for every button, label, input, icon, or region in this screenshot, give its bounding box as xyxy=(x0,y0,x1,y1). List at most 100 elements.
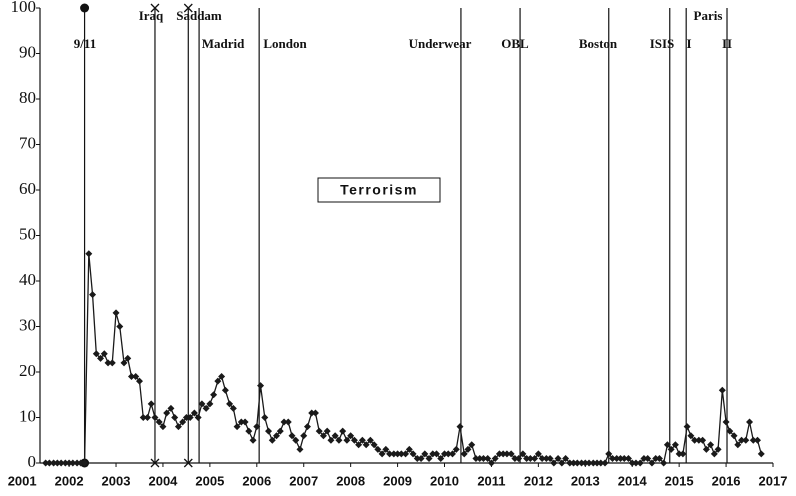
point xyxy=(472,454,480,462)
point xyxy=(531,454,539,462)
point xyxy=(45,459,53,467)
point xyxy=(573,459,581,467)
point xyxy=(538,454,546,462)
point xyxy=(108,359,116,367)
point xyxy=(89,291,97,299)
point xyxy=(648,459,656,467)
point xyxy=(343,436,351,444)
point xyxy=(702,445,710,453)
point xyxy=(179,418,187,426)
point xyxy=(81,459,89,467)
legend-box xyxy=(317,177,441,203)
point xyxy=(742,436,750,444)
point xyxy=(221,386,229,394)
point xyxy=(331,432,339,440)
point xyxy=(691,436,699,444)
point xyxy=(350,436,358,444)
point xyxy=(413,454,421,462)
point xyxy=(65,459,73,467)
y-tick-label: 50 xyxy=(19,224,36,243)
point xyxy=(675,450,683,458)
point xyxy=(444,450,452,458)
point xyxy=(214,377,222,385)
point xyxy=(97,354,105,362)
point xyxy=(284,418,292,426)
point xyxy=(308,409,316,417)
point xyxy=(542,454,550,462)
event-marker xyxy=(183,458,193,468)
x-tick-label: 2005 xyxy=(195,473,224,488)
point xyxy=(128,373,136,381)
point xyxy=(609,454,617,462)
point xyxy=(660,459,668,467)
point xyxy=(699,436,707,444)
point xyxy=(135,377,143,385)
point xyxy=(718,386,726,394)
point xyxy=(155,418,163,426)
point xyxy=(644,454,652,462)
point xyxy=(362,441,370,449)
point xyxy=(327,436,335,444)
point xyxy=(562,454,570,462)
point xyxy=(683,423,691,431)
point xyxy=(265,427,273,435)
point xyxy=(194,414,202,421)
event-label: II xyxy=(722,36,732,51)
point xyxy=(460,450,468,458)
point xyxy=(464,445,472,453)
x-tick-label: 2013 xyxy=(571,473,600,488)
point xyxy=(476,454,484,462)
point xyxy=(226,400,234,408)
y-tick-label: 70 xyxy=(19,133,36,152)
point xyxy=(139,414,147,421)
y-tick-label: 10 xyxy=(19,406,36,425)
point xyxy=(655,454,663,462)
point xyxy=(526,454,534,462)
point xyxy=(288,432,296,440)
point xyxy=(429,450,437,458)
series-line xyxy=(45,253,762,465)
y-tick-label: 60 xyxy=(19,179,36,198)
point xyxy=(292,436,300,444)
point xyxy=(726,427,734,435)
y-tick-label: 0 xyxy=(28,452,37,471)
point xyxy=(632,459,640,467)
point xyxy=(319,432,327,440)
point xyxy=(558,459,566,467)
y-tick-label: 30 xyxy=(19,315,36,334)
point xyxy=(710,450,718,458)
point xyxy=(714,445,722,453)
point xyxy=(636,459,644,467)
point xyxy=(143,414,151,421)
x-tick-label: 2015 xyxy=(665,473,694,488)
point xyxy=(202,404,210,412)
event-marker xyxy=(150,3,160,13)
point xyxy=(186,414,194,421)
point xyxy=(417,454,425,462)
point xyxy=(441,450,449,458)
point xyxy=(487,459,495,467)
point xyxy=(355,441,363,449)
point xyxy=(722,418,730,426)
point xyxy=(601,459,609,467)
event-label: Madrid xyxy=(202,36,245,51)
event-label: Underwear xyxy=(409,36,472,51)
point xyxy=(190,409,198,417)
point xyxy=(409,450,417,458)
point xyxy=(69,459,77,467)
point xyxy=(433,450,441,458)
point xyxy=(570,459,578,467)
point xyxy=(746,418,754,426)
event-marker xyxy=(183,3,193,13)
point xyxy=(652,454,660,462)
point xyxy=(749,436,757,444)
point xyxy=(452,445,460,453)
point xyxy=(554,454,562,462)
event-marker xyxy=(150,458,160,468)
point xyxy=(268,436,276,444)
point xyxy=(394,450,402,458)
event-label: London xyxy=(263,36,307,51)
point xyxy=(605,450,613,458)
point xyxy=(276,427,284,435)
